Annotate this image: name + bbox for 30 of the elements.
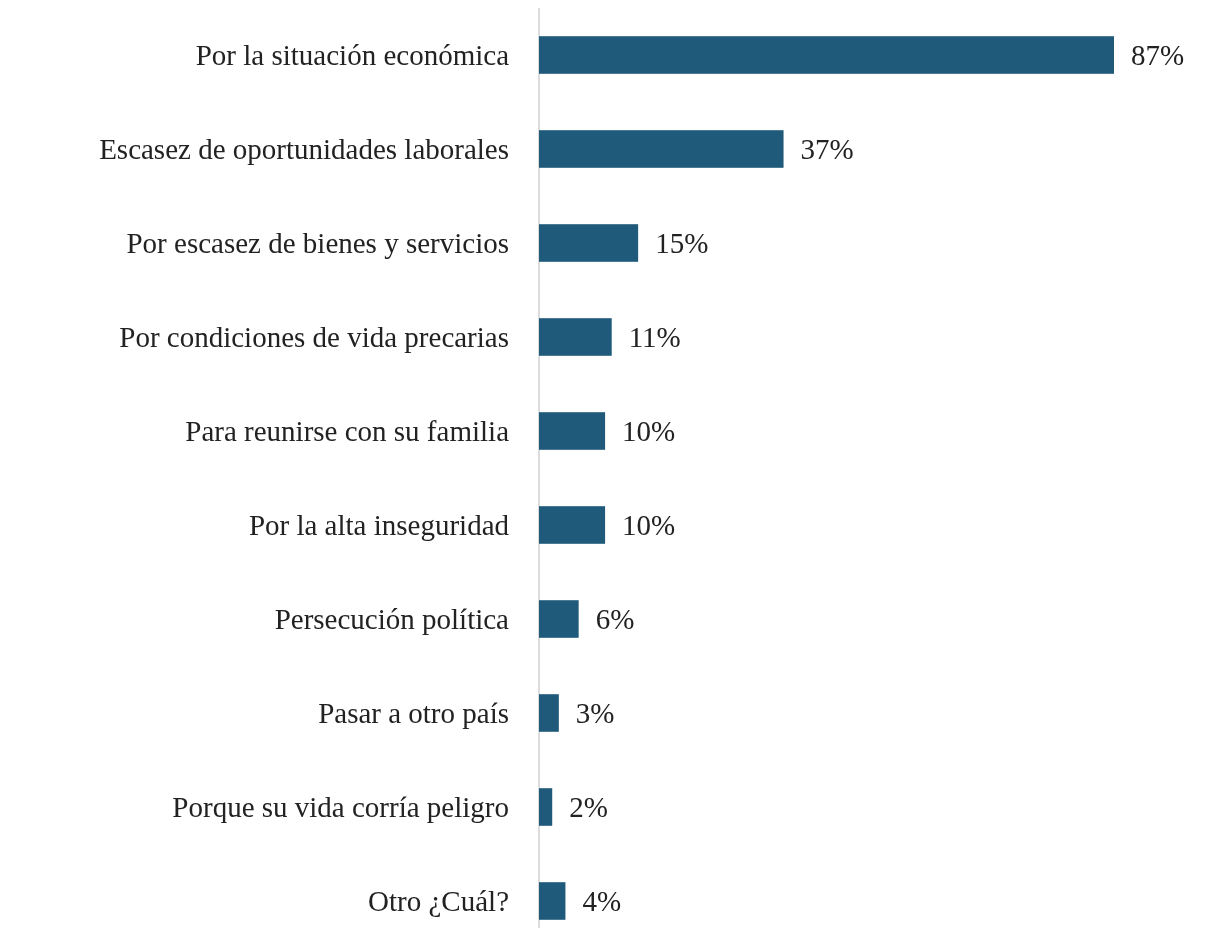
data-label: 11% [628,321,681,354]
y-tick-label: Para reunirse con su familia [185,415,510,448]
bar [539,412,606,450]
y-tick-label: Por escasez de bienes y servicios [126,227,509,260]
bar [539,882,566,920]
bar [539,224,639,262]
bar [539,318,612,356]
y-tick-label: Porque su vida corría peligro [172,791,509,824]
data-label: 37% [800,133,854,166]
bar [539,788,553,826]
data-label: 10% [622,415,676,448]
y-tick-label: Por la situación económica [195,39,510,72]
data-label: 15% [655,227,709,260]
data-label: 4% [582,885,622,918]
y-tick-label: Pasar a otro país [318,697,509,730]
bar [539,506,606,544]
bar [539,600,579,638]
data-label: 10% [622,509,676,542]
y-tick-label: Otro ¿Cuál? [368,885,509,918]
data-label: 87% [1131,39,1185,72]
bar [539,130,784,168]
bar [539,694,559,732]
data-label: 2% [569,791,608,824]
y-tick-label: Por condiciones de vida precarias [119,321,509,354]
y-tick-label: Persecución política [274,603,510,636]
data-label: 3% [575,697,615,730]
bar [539,36,1114,74]
y-tick-label: Escasez de oportunidades laborales [99,133,509,166]
y-tick-label: Por la alta inseguridad [248,509,510,542]
data-label: 6% [595,603,635,636]
